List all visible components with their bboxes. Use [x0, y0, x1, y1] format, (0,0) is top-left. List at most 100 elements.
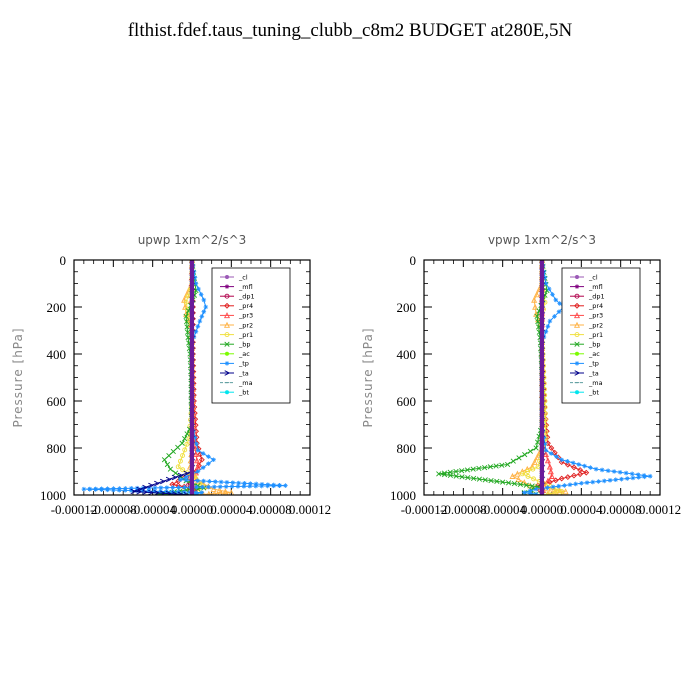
- data-point: [81, 486, 87, 492]
- data-point: [196, 286, 201, 292]
- upwp-panel-title: upwp 1xm^2/s^3: [138, 233, 247, 247]
- data-point: [500, 479, 506, 485]
- data-point: [548, 445, 555, 451]
- legend-label: _ta: [238, 369, 249, 377]
- legend-marker: [574, 370, 581, 376]
- data-point: [201, 297, 207, 303]
- data-point: [545, 324, 551, 329]
- legend-marker: [575, 275, 579, 279]
- series-bp: [436, 260, 550, 495]
- legend-marker: [573, 321, 581, 328]
- legend-marker: [575, 390, 579, 395]
- legend-item-pr4: _pr4: [570, 302, 603, 310]
- vpwp-panel-title: vpwp 1xm^2/s^3: [488, 233, 596, 247]
- data-point: [195, 324, 201, 329]
- data-point: [192, 450, 199, 458]
- data-point: [194, 484, 199, 490]
- data-point: [545, 485, 550, 490]
- data-point: [194, 463, 201, 470]
- data-point: [172, 470, 179, 476]
- data-point: [516, 455, 522, 461]
- data-point: [459, 474, 465, 480]
- data-point: [206, 454, 211, 459]
- series-line-bp: [438, 260, 548, 495]
- data-point: [487, 464, 493, 470]
- data-point: [159, 478, 166, 485]
- data-point: [154, 480, 160, 487]
- x-tick-label: -0.00004: [479, 502, 526, 517]
- data-point: [176, 485, 181, 490]
- data-point: [533, 491, 539, 495]
- data-point: [277, 483, 282, 489]
- x-tick-label: 0.00004: [560, 502, 603, 517]
- data-point: [552, 314, 557, 319]
- data-point: [642, 474, 647, 480]
- data-point: [636, 475, 641, 480]
- data-point: [230, 480, 236, 485]
- data-point: [571, 464, 577, 471]
- data-point: [525, 473, 531, 479]
- data-point: [201, 478, 206, 484]
- legend-item-cl: _cl: [220, 273, 248, 281]
- x-tick-label: 0.00000: [521, 502, 563, 517]
- data-point: [183, 474, 189, 480]
- data-point: [482, 477, 488, 483]
- data-point: [623, 470, 629, 476]
- data-point: [533, 291, 540, 298]
- data-point: [182, 435, 188, 442]
- legend-item-pr4: _pr4: [220, 302, 253, 310]
- data-point: [87, 487, 93, 492]
- data-point: [158, 485, 164, 491]
- data-point: [206, 484, 211, 490]
- y-tick-label: 600: [397, 394, 417, 409]
- data-point: [184, 431, 190, 437]
- data-point: [441, 471, 448, 478]
- data-point: [183, 313, 189, 320]
- y-tick-label: 200: [47, 300, 67, 315]
- data-point: [148, 489, 155, 495]
- legend-marker: [224, 293, 230, 299]
- data-point: [199, 490, 205, 495]
- data-point: [522, 490, 527, 495]
- data-point: [624, 476, 630, 481]
- data-point: [203, 304, 209, 310]
- legend-marker: [575, 351, 579, 356]
- data-point: [584, 480, 590, 485]
- data-point: [182, 485, 187, 490]
- legend-marker: [225, 275, 229, 279]
- legend-marker: [224, 284, 230, 289]
- data-point: [534, 454, 541, 461]
- data-point: [482, 464, 488, 471]
- data-point: [551, 449, 558, 456]
- data-point: [514, 470, 521, 477]
- data-point: [517, 481, 523, 488]
- data-point: [200, 451, 206, 456]
- data-point: [611, 469, 617, 474]
- data-point: [532, 303, 539, 310]
- data-point: [510, 458, 516, 464]
- legend-marker: [223, 312, 231, 319]
- y-tick-label: 600: [47, 394, 67, 409]
- data-point: [265, 483, 270, 489]
- data-point: [183, 319, 190, 325]
- data-point: [447, 472, 453, 478]
- legend-item-bp: _bp: [570, 341, 601, 349]
- legend-label: _bp: [238, 341, 251, 349]
- legend-label: _mfl: [588, 283, 603, 291]
- data-point: [441, 470, 448, 476]
- data-point: [206, 490, 212, 495]
- data-point: [93, 487, 98, 492]
- data-point: [193, 457, 200, 464]
- y-tick-label: 400: [47, 347, 67, 362]
- data-point: [200, 484, 205, 490]
- data-point: [223, 484, 229, 489]
- data-point: [453, 473, 459, 479]
- data-point: [527, 491, 533, 495]
- vpwp-y-axis-label: Pressure [hPa]: [361, 327, 375, 427]
- series-pr2: [509, 260, 569, 495]
- data-point: [630, 475, 636, 481]
- data-point: [200, 465, 206, 470]
- legend-item-ac: _ac: [570, 350, 600, 358]
- data-point: [161, 457, 168, 463]
- legend-marker: [574, 293, 580, 299]
